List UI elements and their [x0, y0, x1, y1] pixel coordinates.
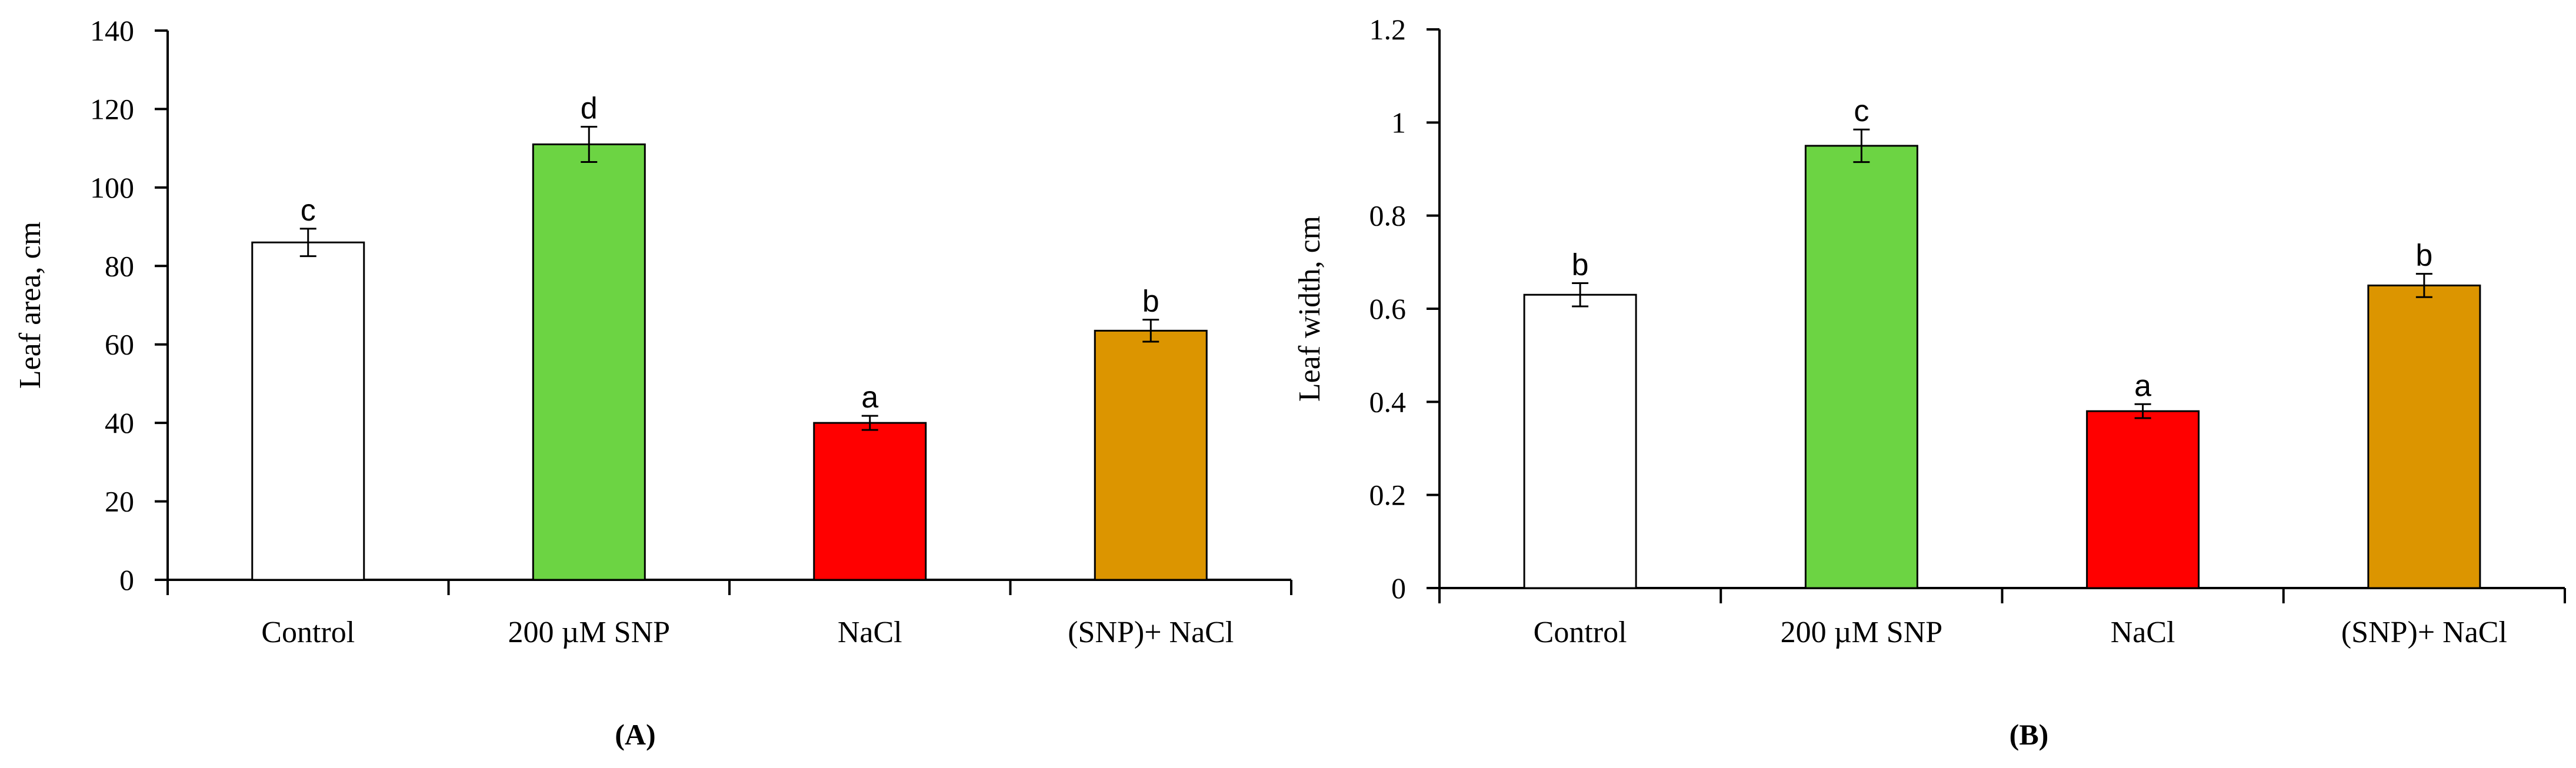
y-tick-label: 120 — [90, 92, 134, 125]
significance-label: b — [2415, 239, 2432, 273]
x-category-label: NaCl — [2111, 616, 2175, 649]
x-category-label: Control — [1534, 616, 1627, 649]
significance-label: a — [861, 380, 878, 415]
x-category-label: (SNP)+ NaCl — [2341, 616, 2507, 649]
y-tick-label: 0.2 — [1369, 479, 1407, 512]
y-tick-label: 0 — [1391, 572, 1406, 605]
x-category-label: (SNP)+ NaCl — [1068, 616, 1234, 649]
y-tick-label: 140 — [90, 14, 134, 47]
y-tick-label: 100 — [90, 171, 134, 204]
significance-label: d — [581, 91, 598, 125]
x-category-label: NaCl — [838, 616, 902, 649]
bar-200-m-snp — [532, 143, 646, 581]
bar-snp-nacl — [2367, 284, 2481, 589]
bar-control — [251, 241, 365, 581]
chart-panel-b: 0 0.2 0.4 0.6 0.8 1 1.2 b Control c 200 µM SNP a NaC… — [1293, 13, 2566, 751]
bar-nacl — [2086, 410, 2200, 589]
significance-label: a — [2134, 369, 2151, 403]
x-category-label: 200 µM SNP — [508, 616, 670, 649]
y-tick-label: 40 — [105, 406, 134, 439]
y-axis-title: Leaf area, cm — [14, 222, 47, 389]
y-tick-label: 0 — [119, 563, 134, 596]
y-tick-label: 1 — [1391, 106, 1406, 139]
y-tick-label: 20 — [105, 485, 134, 518]
bar-nacl — [813, 422, 927, 581]
y-tick-label: 60 — [105, 328, 134, 361]
bar-200-m-snp — [1804, 145, 1918, 589]
significance-label: c — [301, 193, 316, 228]
bar-snp-nacl — [1094, 329, 1208, 581]
panel-label: (B) — [2010, 718, 2049, 751]
y-tick-label: 0.4 — [1369, 385, 1407, 418]
significance-label: c — [1854, 94, 1869, 128]
y-axis-title: Leaf width, cm — [1293, 216, 1327, 402]
panel-label: (A) — [615, 718, 655, 751]
significance-label: b — [1572, 248, 1589, 282]
y-tick-label: 80 — [105, 249, 134, 282]
significance-label: b — [1142, 285, 1159, 319]
x-category-label: Control — [261, 616, 355, 649]
y-tick-label: 0.6 — [1369, 292, 1407, 325]
x-category-label: 200 µM SNP — [1781, 616, 1943, 649]
bar-control — [1523, 293, 1637, 589]
chart-panel-a: 0 20 40 60 80 100 120 140 c Control d 200 µM SNP a Na… — [14, 14, 1292, 751]
y-tick-label: 1.2 — [1369, 13, 1407, 46]
y-tick-label: 0.8 — [1369, 199, 1407, 232]
